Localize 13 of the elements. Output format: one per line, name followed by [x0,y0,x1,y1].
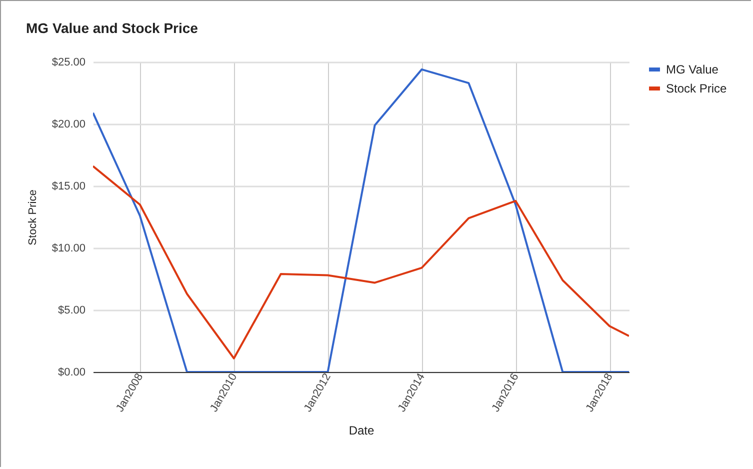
y-tick-label: $0.00 [58,366,86,378]
y-tick-label: $20.00 [52,118,86,130]
y-tick-label: $10.00 [52,242,86,254]
y-axis-title: Stock Price [26,190,39,246]
legend-label: Stock Price [666,82,728,96]
y-tick-label: $15.00 [52,180,86,192]
legend-label: MG Value [666,62,719,76]
line-series [93,68,629,372]
y-tick-label: $5.00 [58,304,86,316]
x-axis-title: Date [348,424,374,438]
chart-title: MG Value and Stock Price [26,20,198,36]
y-tick-label: $25.00 [52,56,86,68]
line-series [93,165,629,360]
